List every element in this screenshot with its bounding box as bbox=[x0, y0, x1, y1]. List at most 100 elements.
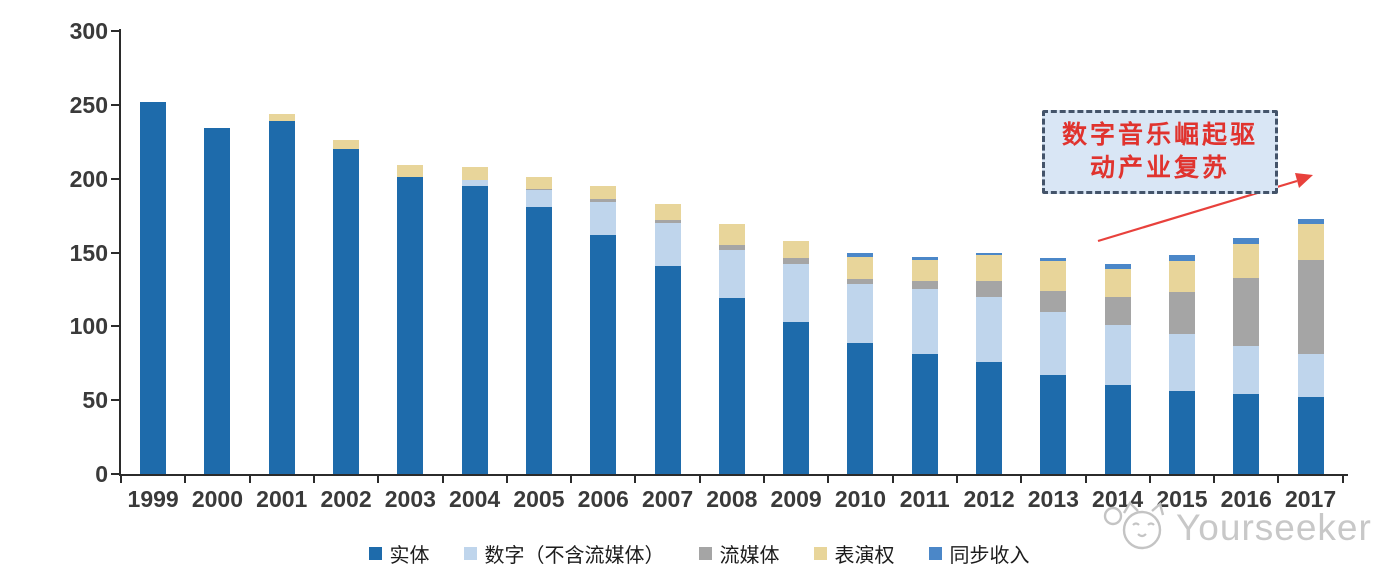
x-axis-label: 2008 bbox=[706, 486, 758, 512]
x-tick bbox=[505, 474, 508, 483]
y-axis-label: 50 bbox=[82, 387, 108, 414]
bar-segment-physical bbox=[268, 121, 295, 474]
legend-label-sync: 同步收入 bbox=[949, 544, 1030, 567]
bar-segment-streaming bbox=[847, 279, 874, 284]
bar-segment-digital-excl-streaming bbox=[911, 289, 938, 355]
x-tick bbox=[570, 474, 573, 483]
legend-label-physical: 实体 bbox=[389, 544, 430, 567]
bar-segment-performance-rights bbox=[976, 255, 1003, 281]
x-axis-label: 2013 bbox=[1027, 486, 1079, 512]
bar-segment-physical bbox=[911, 354, 938, 474]
legend-item-performance-rights: 表演权 bbox=[813, 539, 895, 568]
bar-segment-streaming bbox=[1233, 277, 1260, 346]
x-axis-label: 2004 bbox=[449, 486, 501, 512]
x-axis bbox=[119, 474, 1348, 476]
bar-segment-streaming bbox=[1168, 292, 1195, 334]
bar-segment-digital-excl-streaming bbox=[525, 190, 552, 207]
y-tick bbox=[111, 473, 119, 475]
bar-segment-sync bbox=[1104, 264, 1131, 269]
y-tick bbox=[111, 251, 119, 254]
x-axis-label: 1999 bbox=[127, 486, 179, 512]
bar-segment-streaming bbox=[718, 245, 745, 250]
bar-segment-digital-excl-streaming bbox=[783, 264, 810, 322]
x-axis-label: 2006 bbox=[577, 486, 629, 512]
bar-segment-physical bbox=[847, 342, 874, 474]
bar-segment-digital-excl-streaming bbox=[461, 180, 488, 187]
bar-segment-digital-excl-streaming bbox=[847, 283, 874, 343]
legend-item-sync: 同步收入 bbox=[928, 539, 1030, 568]
bar-segment-performance-rights bbox=[783, 240, 810, 259]
legend-item-streaming: 流媒体 bbox=[698, 539, 780, 568]
bar-segment-streaming bbox=[654, 220, 681, 223]
y-tick bbox=[111, 177, 119, 180]
y-axis bbox=[119, 29, 121, 476]
bar-segment-sync bbox=[847, 252, 874, 257]
bar-segment-streaming bbox=[976, 280, 1003, 297]
bar-segment-performance-rights bbox=[718, 224, 745, 246]
legend-label-digital-excl-streaming: 数字（不含流媒体） bbox=[484, 544, 665, 567]
y-axis-label: 300 bbox=[69, 18, 108, 44]
x-tick bbox=[1341, 474, 1344, 483]
bar-segment-physical bbox=[397, 177, 424, 474]
y-tick bbox=[111, 103, 119, 106]
watermark: Yourseeker bbox=[1100, 498, 1372, 558]
y-tick bbox=[111, 30, 119, 32]
y-axis-label: 200 bbox=[69, 165, 108, 192]
bar-segment-performance-rights bbox=[461, 166, 488, 181]
bar-segment-sync bbox=[1168, 255, 1195, 262]
x-axis-label: 2002 bbox=[320, 486, 372, 512]
watermark-cat-logo-icon bbox=[1103, 501, 1165, 550]
legend-label-performance-rights: 表演权 bbox=[834, 544, 895, 567]
bar-segment-sync bbox=[976, 252, 1003, 256]
bar-segment-performance-rights bbox=[1168, 261, 1195, 293]
bar-segment-streaming bbox=[783, 258, 810, 265]
bar-segment-performance-rights bbox=[333, 140, 360, 150]
annotation-line-1: 数字音乐崛起驱 bbox=[1061, 121, 1258, 149]
y-tick bbox=[111, 399, 119, 402]
bar-segment-digital-excl-streaming bbox=[1297, 354, 1324, 398]
x-axis-label: 2011 bbox=[899, 486, 950, 512]
bar-segment-digital-excl-streaming bbox=[718, 249, 745, 299]
y-tick bbox=[111, 325, 119, 328]
bar-segment-physical bbox=[654, 265, 681, 474]
legend-swatch-streaming-icon bbox=[698, 546, 712, 560]
bar-segment-physical bbox=[1168, 391, 1195, 474]
bar-segment-performance-rights bbox=[654, 203, 681, 220]
bar-segment-sync bbox=[1233, 237, 1260, 244]
legend-swatch-performance-rights-icon bbox=[813, 546, 827, 560]
x-tick bbox=[1148, 474, 1151, 483]
bar-segment-digital-excl-streaming bbox=[1040, 311, 1067, 376]
legend-label-streaming: 流媒体 bbox=[719, 544, 780, 567]
x-tick bbox=[1277, 474, 1280, 483]
bar-segment-streaming bbox=[1297, 259, 1324, 355]
bar-segment-sync bbox=[1040, 258, 1067, 262]
annotation-line-2: 动产业复苏 bbox=[1089, 154, 1230, 182]
x-axis-label: 2001 bbox=[256, 486, 308, 512]
bar-segment-physical bbox=[1104, 385, 1131, 474]
bar-segment-physical bbox=[461, 186, 488, 474]
x-tick bbox=[891, 474, 894, 483]
x-axis-label: 2000 bbox=[191, 486, 244, 512]
x-tick bbox=[1020, 474, 1023, 483]
x-axis-label: 2007 bbox=[641, 486, 694, 512]
bar-segment-digital-excl-streaming bbox=[1104, 324, 1131, 386]
bar-segment-physical bbox=[718, 298, 745, 474]
bar-segment-physical bbox=[1233, 394, 1260, 474]
bar-segment-digital-excl-streaming bbox=[654, 222, 681, 266]
x-tick bbox=[120, 474, 122, 483]
legend-item-digital-excl-streaming: 数字（不含流媒体） bbox=[463, 539, 665, 568]
x-tick bbox=[827, 474, 830, 483]
x-tick bbox=[441, 474, 444, 483]
bar-segment-performance-rights bbox=[911, 259, 938, 281]
bar-segment-digital-excl-streaming bbox=[1233, 345, 1260, 395]
bar-segment-digital-excl-streaming bbox=[590, 202, 617, 235]
x-tick bbox=[1213, 474, 1216, 483]
x-tick bbox=[312, 474, 315, 483]
legend-swatch-physical-icon bbox=[368, 546, 382, 560]
x-axis-label: 2009 bbox=[770, 486, 822, 512]
bar-segment-performance-rights bbox=[1104, 268, 1131, 297]
x-tick bbox=[698, 474, 701, 483]
legend-item-physical: 实体 bbox=[368, 539, 430, 568]
bar-segment-digital-excl-streaming bbox=[976, 296, 1003, 362]
bar-segment-performance-rights bbox=[397, 165, 424, 178]
